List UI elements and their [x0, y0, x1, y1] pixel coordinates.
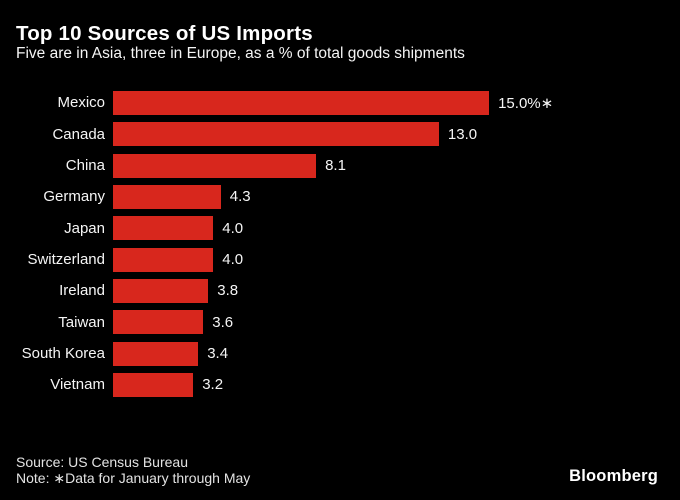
bar-rows: Mexico 15.0%∗ Canada 13.0 China 8.1 Germany 4.3…: [0, 87, 680, 400]
bar-row: Mexico 15.0%∗: [0, 87, 680, 118]
bar: [113, 247, 214, 272]
chart-subtitle: Five are in Asia, three in Europe, as a …: [16, 45, 465, 62]
value-label: 3.8: [217, 282, 239, 300]
bar-row: Japan 4.0: [0, 213, 680, 244]
value-label: 4.0: [222, 251, 244, 269]
bar: [113, 310, 204, 335]
category-label: Japan: [64, 219, 105, 237]
category-label: Germany: [43, 188, 105, 206]
bar: [113, 90, 490, 115]
bar: [113, 153, 317, 178]
value-label: 3.2: [202, 376, 224, 394]
value-label: 3.4: [207, 345, 229, 363]
value-label: 4.0: [222, 219, 244, 237]
bar-row: Ireland 3.8: [0, 275, 680, 306]
bar-row: South Korea 3.4: [0, 338, 680, 369]
bar-row: Canada 13.0: [0, 119, 680, 150]
bar: [113, 278, 209, 303]
category-label: Mexico: [57, 94, 105, 112]
value-label: 15.0%∗: [498, 94, 554, 112]
bar: [113, 122, 439, 147]
category-label: South Korea: [21, 345, 105, 363]
value-label: 13.0: [447, 125, 478, 143]
data-note: Note: ∗Data for January through May: [16, 469, 251, 486]
footer: Source: US Census Bureau Note: ∗Data for…: [16, 454, 251, 486]
category-label: Switzerland: [27, 251, 105, 269]
bar-row: Germany 4.3: [0, 181, 680, 212]
value-label: 3.6: [212, 313, 234, 331]
source-note: Source: US Census Bureau: [16, 454, 188, 470]
chart-title: Top 10 Sources of US Imports: [16, 22, 313, 45]
bar-row: China 8.1: [0, 150, 680, 181]
category-label: Ireland: [59, 282, 105, 300]
category-label: Taiwan: [58, 313, 105, 331]
bar-row: Taiwan 3.6: [0, 307, 680, 338]
bar-row: Switzerland 4.0: [0, 244, 680, 275]
bar: [113, 372, 194, 397]
bar: [113, 216, 214, 241]
bar: [113, 184, 221, 209]
bar: [113, 341, 199, 366]
bar-row: Vietnam 3.2: [0, 369, 680, 400]
category-label: China: [65, 157, 105, 175]
category-label: Canada: [52, 125, 105, 143]
bloomberg-logo: Bloomberg: [569, 467, 658, 485]
value-label: 4.3: [229, 188, 251, 206]
category-label: Vietnam: [50, 376, 105, 394]
value-label: 8.1: [325, 157, 346, 175]
